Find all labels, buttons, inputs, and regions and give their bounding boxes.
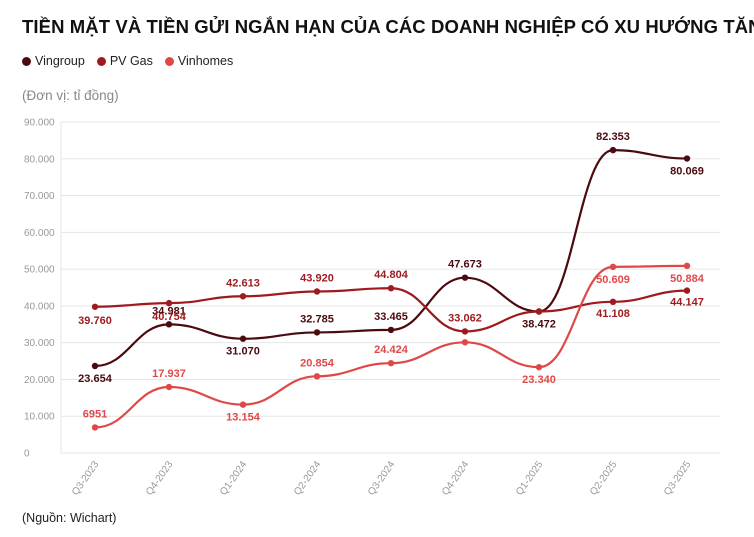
data-point-pv-gas[interactable] [683,287,691,294]
data-label-vinhomes: 50.884 [670,273,705,285]
data-label-pv-gas: 40.754 [152,311,187,323]
data-labels: 23.654 34.981 31.070 32.785 33.465 47.673 38.4… [78,131,705,423]
legend-item-vingroup[interactable]: Vingroup [22,54,85,68]
data-label-vinhomes: 17.937 [152,368,186,380]
series-points [91,146,691,431]
data-point-pv-gas[interactable] [461,328,469,335]
data-point-vingroup[interactable] [387,326,395,334]
legend-swatch-pv-gas [96,56,106,66]
data-point-pv-gas[interactable] [387,285,395,292]
x-tick-label: Q2-2025 [588,459,620,498]
y-tick-label: 50.000 [24,265,55,276]
series-line-vingroup [94,149,688,368]
data-label-vingroup: 38.472 [522,319,556,331]
chart-title: TIỀN MẶT VÀ TIỀN GỬI NGẮN HẠN CỦA CÁC DO… [22,16,754,37]
data-point-vinhomes[interactable] [239,401,247,408]
data-point-vingroup[interactable] [609,146,617,154]
data-point-vingroup[interactable] [91,362,99,370]
y-tick-label: 0 [24,449,30,460]
data-label-pv-gas: 41.108 [596,308,630,320]
y-tick-label: 60.000 [24,228,55,239]
data-point-pv-gas[interactable] [239,293,247,300]
data-point-vingroup[interactable] [683,155,691,162]
data-point-vingroup[interactable] [239,335,247,342]
data-label-pv-gas: 43.920 [300,272,334,284]
data-point-pv-gas[interactable] [165,299,173,307]
x-tick-label: Q3-2023 [70,459,102,498]
x-tick-label: Q1-2024 [218,459,250,498]
data-label-vingroup: 47.673 [448,259,482,271]
legend-swatch-vingroup [22,56,31,66]
x-tick-label: Q4-2024 [440,459,472,498]
data-label-vingroup: 23.654 [78,373,113,385]
data-label-vingroup: 33.465 [374,311,408,323]
data-point-vingroup[interactable] [461,274,469,281]
unit-note: (Đơn vị: tỉ đồng) [22,88,119,103]
data-label-vinhomes: 6951 [83,408,107,420]
series-line-pv-gas [94,287,688,333]
legend-swatch-vinhomes [164,56,174,66]
data-label-vinhomes: 20.854 [300,357,335,369]
legend-label-vingroup: Vingroup [35,54,85,68]
data-point-vingroup[interactable] [165,321,173,328]
data-label-pv-gas: 42.613 [226,277,260,289]
data-label-vinhomes: 50.609 [596,274,630,286]
x-tick-label: Q1-2025 [514,459,546,498]
y-tick-label: 20.000 [24,375,55,386]
y-tick-label: 90.000 [24,118,55,129]
data-point-pv-gas[interactable] [91,303,99,310]
y-tick-label: 70.000 [24,191,55,202]
data-point-vinhomes[interactable] [683,262,691,270]
data-label-pv-gas: 44.804 [374,269,409,281]
x-tick-label: Q3-2024 [366,459,398,498]
data-point-vinhomes[interactable] [313,373,321,380]
data-label-vingroup: 80.069 [670,166,704,178]
legend-label-pv-gas: PV Gas [109,54,153,68]
x-axis-ticks: Q3-2023 Q4-2023 Q1-2024 Q2-2024 Q3-2024 Q4-20… [70,459,694,498]
legend: Vingroup PV Gas Vinhomes [22,54,233,68]
y-tick-label: 80.000 [24,154,55,165]
y-tick-label: 30.000 [24,338,55,349]
legend-item-vinhomes[interactable]: Vinhomes [164,54,234,68]
data-label-pv-gas: 33.062 [448,312,482,324]
grid-lines [60,121,720,454]
data-point-pv-gas[interactable] [535,308,543,315]
x-tick-label: Q3-2025 [662,459,694,498]
data-label-vinhomes: 24.424 [374,344,409,356]
data-point-vinhomes[interactable] [165,383,173,391]
y-tick-label: 10.000 [24,412,55,423]
data-point-vinhomes[interactable] [609,263,617,271]
data-point-vinhomes[interactable] [535,363,543,371]
x-tick-label: Q4-2023 [144,459,176,498]
y-tick-label: 40.000 [24,301,55,312]
x-tick-label: Q2-2024 [292,459,324,498]
data-point-vinhomes[interactable] [461,339,469,346]
y-axis-ticks: 0 10.000 20.000 30.000 40.000 50.000 60.000 70.… [24,118,55,460]
data-point-vinhomes[interactable] [387,359,395,367]
data-point-pv-gas[interactable] [609,298,617,306]
data-label-vinhomes: 13.154 [226,412,261,424]
data-label-vinhomes: 23.340 [522,374,556,386]
data-point-vingroup[interactable] [313,329,321,336]
data-label-vingroup: 32.785 [300,313,334,325]
data-label-vingroup: 34.981 [152,305,186,317]
data-label-vingroup: 82.353 [596,131,630,143]
data-label-vingroup: 31.070 [226,346,260,358]
data-point-vinhomes[interactable] [91,424,99,431]
source-note: (Nguồn: Wichart) [22,511,117,525]
data-label-pv-gas: 44.147 [670,297,704,309]
data-point-pv-gas[interactable] [313,288,321,295]
legend-label-vinhomes: Vinhomes [177,54,234,68]
legend-item-pv-gas[interactable]: PV Gas [96,54,153,68]
data-label-pv-gas: 39.760 [78,315,112,327]
